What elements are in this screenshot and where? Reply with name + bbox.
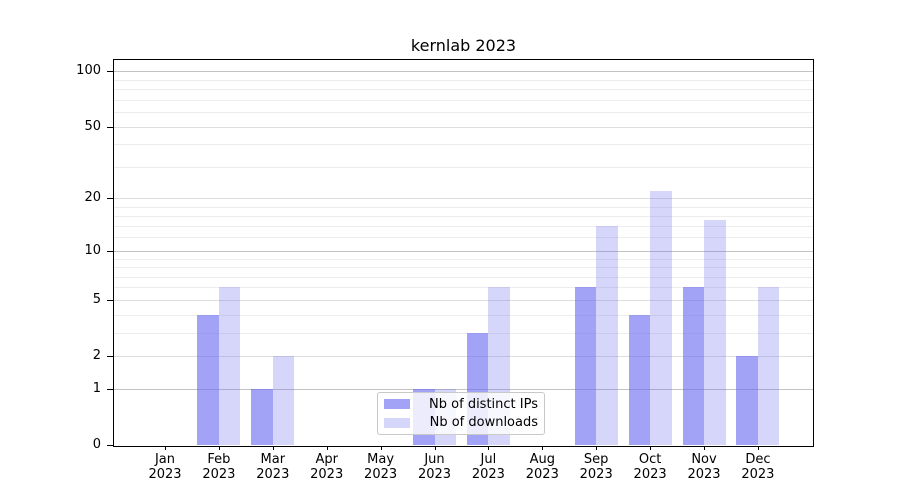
legend: Nb of distinct IPs Nb of downloads — [377, 392, 545, 435]
bar-downloads-dec — [757, 287, 780, 445]
bar-layer — [114, 60, 813, 446]
x-tick-label-jul: Jul 2023 — [471, 452, 505, 482]
gridline-1 — [114, 388, 813, 390]
grid-layer — [114, 60, 813, 446]
gridline-2 — [114, 356, 813, 357]
y-tick-label-2: 2 — [92, 348, 101, 363]
x-tick-label-oct: Oct 2023 — [633, 452, 667, 482]
bar-downloads-sep — [596, 225, 618, 445]
y-tick-label-50: 50 — [84, 118, 101, 134]
gridline-50 — [114, 126, 813, 128]
bar-ips-sep — [574, 287, 597, 445]
gridline-18 — [114, 206, 813, 208]
bar-ips-dec — [736, 356, 758, 445]
gridline-80 — [114, 89, 813, 90]
gridline-8 — [114, 267, 813, 268]
gridline-5 — [114, 299, 813, 301]
gridline-3 — [114, 332, 813, 334]
x-tick-label-apr: Apr 2023 — [310, 452, 344, 482]
legend-entry-distinct-ips: Nb of distinct IPs — [384, 397, 538, 412]
gridline-30 — [114, 166, 813, 168]
x-tick-label-jan: Jan 2023 — [148, 452, 182, 482]
gridline-9 — [114, 258, 813, 260]
y-tick-label-1: 1 — [92, 380, 101, 396]
y-tick-label-5: 5 — [92, 291, 101, 307]
x-tick-label-dec: Dec 2023 — [741, 452, 775, 482]
legend-entry-downloads: Nb of downloads — [384, 415, 538, 430]
y-tick-label-0: 0 — [92, 437, 101, 452]
bar-downloads-oct — [650, 191, 672, 445]
legend-swatch-distinct-ips — [384, 399, 410, 410]
x-tick-label-jun: Jun 2023 — [417, 452, 452, 482]
y-tick-label-100: 100 — [76, 63, 101, 79]
chart-title: kernlab 2023 — [410, 36, 517, 55]
x-tick-label-feb: Feb 2023 — [202, 452, 236, 482]
x-tick-label-mar: Mar 2023 — [256, 452, 290, 482]
y-tick-label-20: 20 — [84, 190, 101, 206]
gridline-40 — [114, 144, 813, 146]
bar-ips-mar — [251, 388, 273, 445]
x-tick-label-nov: Nov 2023 — [687, 452, 721, 482]
gridline-12 — [114, 237, 813, 239]
x-tick-label-may: May 2023 — [364, 452, 398, 482]
legend-label-downloads: Nb of downloads — [429, 415, 538, 431]
gridline-4 — [114, 314, 813, 316]
gridline-7 — [114, 276, 813, 278]
y-tick-label-10: 10 — [84, 242, 101, 258]
legend-swatch-downloads — [384, 417, 410, 428]
bar-ips-nov — [682, 287, 704, 445]
bar-downloads-mar — [272, 356, 295, 445]
x-tick-label-aug: Aug 2023 — [525, 452, 559, 482]
gridline-10 — [114, 250, 813, 252]
gridline-20 — [114, 198, 813, 200]
x-tick-label-sep: Sep 2023 — [579, 452, 613, 482]
gridline-14 — [114, 225, 813, 227]
bar-downloads-nov — [704, 220, 726, 445]
gridline-60 — [114, 112, 813, 113]
gridline-70 — [114, 99, 813, 101]
bar-ips-feb — [197, 314, 219, 445]
legend-label-distinct-ips: Nb of distinct IPs — [429, 396, 538, 412]
gridline-100 — [114, 71, 813, 73]
plot-area — [113, 59, 814, 447]
gridline-90 — [114, 79, 813, 81]
bar-downloads-feb — [218, 287, 241, 445]
bar-ips-oct — [628, 314, 651, 445]
gridline-6 — [114, 287, 813, 289]
gridline-16 — [114, 215, 813, 217]
